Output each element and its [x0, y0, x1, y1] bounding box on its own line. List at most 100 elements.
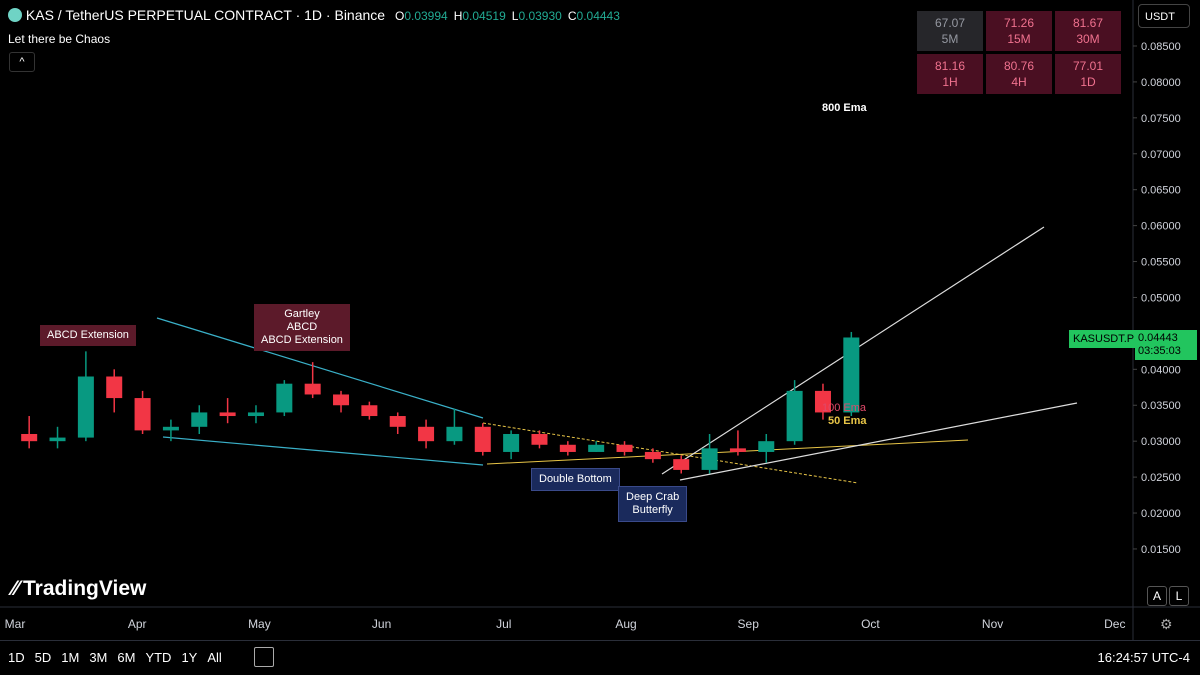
symbol-title: KAS / TetherUS PERPETUAL CONTRACT · 1D ·… [25, 7, 386, 23]
rsi-timeframe: 15M [1007, 32, 1031, 46]
candle-body [191, 412, 208, 427]
rsi-timeframe: 4H [1011, 75, 1027, 89]
range-button[interactable]: 1Y [181, 650, 198, 665]
rsi-timeframe: 30M [1076, 32, 1100, 46]
y-tick-label: 0.08500 [1141, 41, 1181, 53]
rsi-cell: 80.76 4H [986, 54, 1052, 94]
x-tick-label: Dec [1104, 617, 1125, 631]
ohlc-value: 0.04443 [576, 9, 620, 23]
annotation-line: Deep Crab [626, 491, 680, 503]
y-tick-label: 0.07500 [1141, 113, 1181, 125]
annotation: Gartley ABCD ABCD Extension [254, 304, 350, 351]
candle-body [361, 405, 378, 417]
candle-body [503, 433, 520, 452]
y-tick-label: 0.02000 [1141, 508, 1181, 520]
x-tick-label: Apr [128, 617, 147, 631]
rsi-cell: 81.16 1H [917, 54, 983, 94]
range-button[interactable]: 1M [61, 650, 80, 665]
candle-body [786, 390, 803, 442]
indicator-name: Let there be Chaos [8, 32, 111, 46]
rsi-value: 77.01 [1072, 59, 1104, 73]
countdown: 03:35:03 [1138, 345, 1181, 357]
scale-button[interactable]: A [1147, 586, 1167, 606]
candle-body [77, 376, 94, 438]
annotation-line: Gartley [284, 308, 320, 320]
ohlc-key: L [511, 9, 519, 23]
ohlc-value: 0.03994 [404, 9, 448, 23]
candle-body [814, 390, 831, 413]
ohlc: O0.03994 H0.04519 L0.03930 C0.04443 [389, 9, 620, 23]
candle-body [559, 444, 576, 452]
candle-body [729, 448, 746, 452]
header: KAS / TetherUS PERPETUAL CONTRACT · 1D ·… [8, 7, 620, 23]
y-tick-label: 0.06500 [1141, 185, 1181, 197]
trend-line [162, 436, 484, 466]
y-tick-label: 0.02500 [1141, 472, 1181, 484]
ema-label: 50 Ema [828, 415, 867, 427]
date-range-icon[interactable] [254, 647, 274, 667]
candle-body [701, 448, 718, 470]
rsi-cell: 81.67 30M [1055, 11, 1121, 51]
annotation: ABCD Extension [40, 325, 136, 346]
currency-select[interactable]: USDT [1138, 4, 1190, 28]
x-tick-label: Mar [5, 617, 26, 631]
range-button[interactable]: 3M [89, 650, 108, 665]
x-tick-label: Oct [861, 617, 880, 631]
candle-body [134, 398, 151, 431]
y-tick-label: 0.07000 [1141, 149, 1181, 161]
candle-body [474, 426, 491, 452]
x-tick-label: Jun [372, 617, 391, 631]
rsi-timeframe: 1H [942, 75, 958, 89]
rsi-cell: 71.26 15M [986, 11, 1052, 51]
settings-icon[interactable]: ⚙ [1160, 616, 1173, 632]
candle-body [333, 394, 350, 406]
logo-text: TradingView [23, 577, 147, 600]
candle-body [21, 433, 38, 442]
candle-body [673, 459, 690, 470]
annotation-line: ABCD Extension [261, 334, 343, 346]
candle-body [219, 412, 236, 417]
rsi-value: 67.07 [934, 16, 966, 30]
rsi-cell: 77.01 1D [1055, 54, 1121, 94]
candle-body [843, 337, 860, 413]
trend-line [486, 439, 969, 465]
trend-line [679, 402, 1078, 481]
candle-body [644, 451, 661, 460]
ohlc-value: 0.04519 [462, 9, 506, 23]
bottom-toolbar: 1D 5D 1M 3M 6M YTD 1Y All 16:24:57 UTC-4 [0, 640, 1200, 675]
annotation-line: ABCD [286, 321, 318, 333]
y-tick-label: 0.04000 [1141, 364, 1181, 376]
chart: 0.08500 0.08000 0.07500 0.07000 0.06500 0.060… [0, 0, 1200, 640]
annotation: Double Bottom [531, 468, 620, 491]
x-tick-label: Sep [738, 617, 760, 631]
ema-label: 100 Ema [822, 402, 867, 414]
y-tick-label: 0.05000 [1141, 292, 1181, 304]
candle-body [276, 383, 293, 413]
rsi-value: 80.76 [1003, 59, 1035, 73]
x-tick-label: Jul [496, 617, 511, 631]
y-tick-label: 0.06000 [1141, 221, 1181, 233]
range-button[interactable]: 5D [34, 650, 52, 665]
candle-body [106, 376, 123, 399]
rsi-value: 81.67 [1072, 16, 1104, 30]
scale-button[interactable]: L [1169, 586, 1189, 606]
x-tick-label: Nov [982, 617, 1003, 631]
range-button[interactable]: 1D [8, 650, 25, 665]
y-tick-label: 0.08000 [1141, 77, 1181, 89]
x-tick-label: Aug [615, 617, 636, 631]
price: 0.04443 [1138, 332, 1178, 344]
symbol-icon [8, 8, 22, 22]
collapse-button[interactable]: ^ [9, 52, 35, 72]
ohlc-key: H [453, 9, 463, 23]
candle-body [616, 444, 633, 452]
ohlc-value: 0.03930 [518, 9, 562, 23]
y-tick-label: 0.03500 [1141, 400, 1181, 412]
x-tick-label: May [248, 617, 271, 631]
candle-body [418, 426, 435, 442]
range-button[interactable]: 6M [117, 650, 136, 665]
range-buttons: 1D 5D 1M 3M 6M YTD 1Y All [8, 650, 232, 665]
range-button[interactable]: All [207, 650, 222, 665]
symbol-tag: KASUSDT.P [1069, 330, 1139, 348]
range-button[interactable]: YTD [145, 650, 172, 665]
